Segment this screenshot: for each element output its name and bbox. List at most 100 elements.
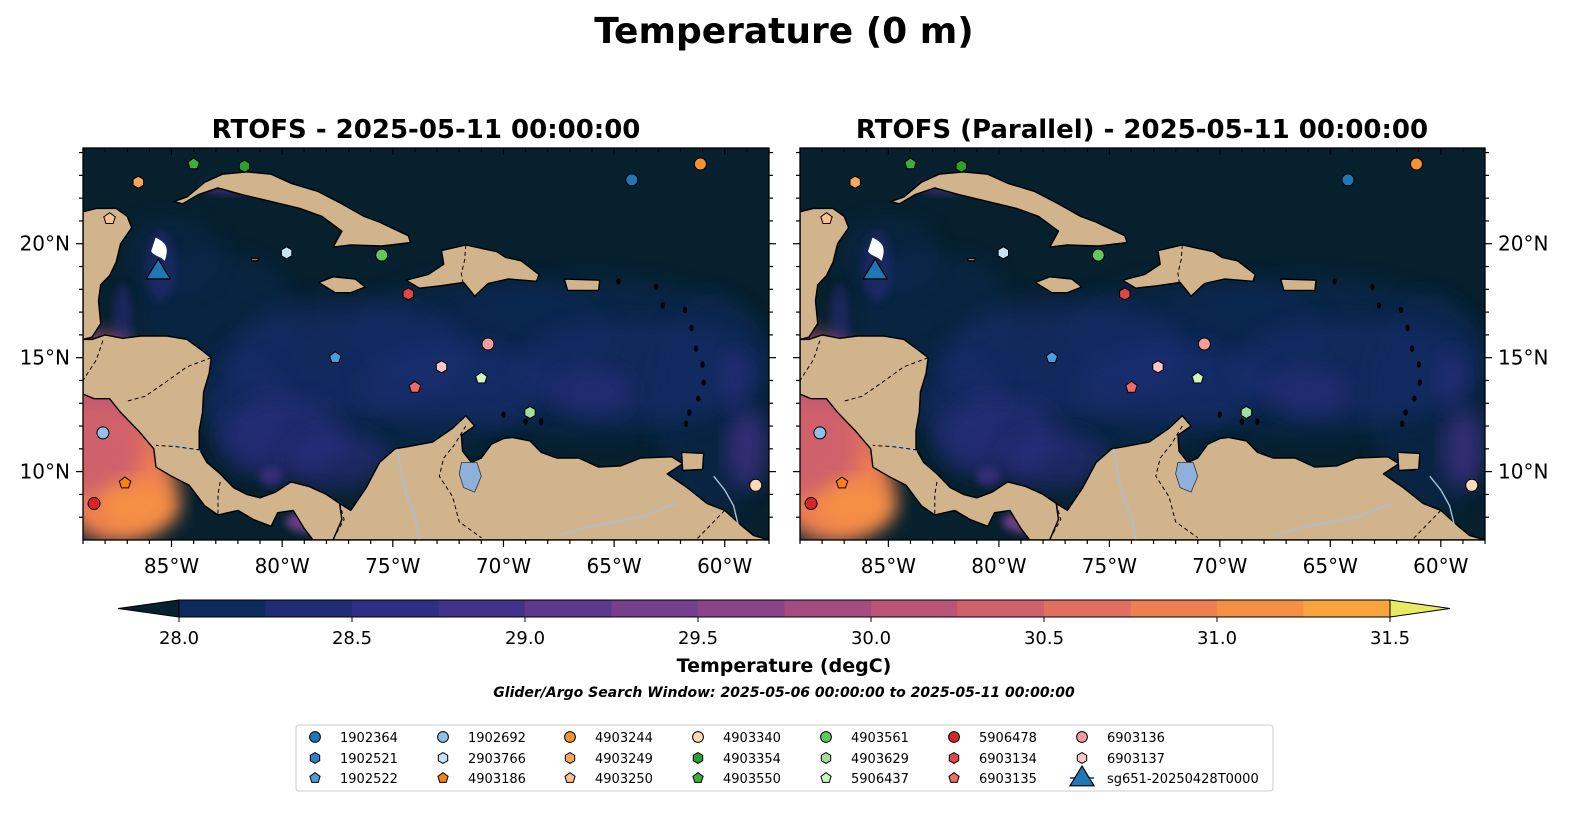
legend-label: 4903244 (595, 731, 653, 746)
legend-item-4903550: 4903550 (692, 771, 781, 787)
legend-item-6903134: 6903134 (948, 752, 1037, 767)
lon-tick-label: 80°W (255, 554, 310, 578)
lon-tick-label: 75°W (365, 554, 420, 578)
map-panel-rtofs-parallel (793, 147, 1492, 547)
colorbar-bin (265, 600, 353, 617)
legend-label: 1902364 (340, 731, 398, 746)
lon-tick-label: 65°W (1303, 554, 1358, 578)
float-marker-5906437 (1191, 371, 1204, 384)
lat-tick-label: 15°N (1498, 346, 1548, 370)
colorbar-bin (698, 600, 786, 617)
float-marker-5906478 (804, 497, 818, 511)
latitude-tick-labels: 20°N 20°N 15°N 15°N 10°N 10°N (20, 232, 1549, 484)
legend-label: 4903561 (851, 731, 909, 746)
colorbar-bin (957, 600, 1045, 617)
legend-marker (820, 752, 832, 764)
colorbar-bin (871, 600, 959, 617)
lon-tick-label: 85°W (144, 554, 199, 578)
legend-label: 5906437 (851, 772, 909, 787)
legend-item-4903249: 4903249 (564, 752, 653, 767)
legend-item-6903137: 6903137 (1076, 752, 1165, 767)
longitude-tick-labels: 85°W 80°W 75°W 70°W 65°W 60°W 85°W 80°W 75°W 70°W… (144, 554, 1469, 578)
lon-tick-label: 60°W (697, 554, 752, 578)
legend-marker (820, 731, 832, 743)
legend-item-2903766: 2903766 (437, 752, 526, 767)
float-marker-6903137 (1152, 360, 1164, 374)
float-marker-4903629 (1240, 405, 1253, 419)
float-marker-1902522 (329, 351, 342, 363)
land-cuba (173, 171, 412, 248)
float-marker-4903249 (132, 175, 144, 189)
legend-label: 1902692 (468, 731, 526, 746)
legend-label: 4903354 (723, 752, 781, 767)
legend-label: 4903249 (595, 752, 653, 767)
legend-marker (564, 771, 576, 783)
legend-label: 6903136 (1107, 731, 1165, 746)
colorbar-tick-label: 29.5 (678, 628, 718, 649)
legend-marker (692, 731, 704, 743)
legend-item-5906437: 5906437 (820, 771, 909, 787)
legend-glider-marker (1068, 764, 1096, 787)
float-marker-6903135 (408, 380, 422, 393)
float-marker-4903354 (955, 159, 967, 173)
land-trinidad (680, 451, 705, 472)
float-markers (804, 157, 1479, 511)
float-marker-4903244 (1410, 157, 1423, 171)
colorbar-bin (179, 600, 267, 617)
legend-frame (295, 724, 1274, 792)
land-puerto_rico (1279, 278, 1317, 292)
float-marker-4903561 (1091, 248, 1105, 262)
map-frame (82, 147, 770, 541)
legend-marker (564, 731, 576, 743)
lon-tick-label: 70°W (1192, 554, 1247, 578)
land-jamaica (1034, 276, 1083, 294)
float-marker-1902364 (1341, 173, 1355, 187)
colorbar-bin (1303, 600, 1391, 617)
land-yucatan (83, 207, 133, 341)
legend-marker (692, 752, 704, 764)
float-marker-5906437 (475, 371, 488, 384)
lon-tick-label: 75°W (1082, 554, 1137, 578)
legend-label: 2903766 (468, 752, 526, 767)
lon-tick-label: 60°W (1413, 554, 1468, 578)
colorbar-tick-label: 28.5 (332, 628, 372, 649)
legend-label: 6903135 (979, 772, 1037, 787)
float-marker-4903550 (187, 157, 200, 170)
legend-item-4903340: 4903340 (692, 731, 781, 746)
legend-item-4903186: 4903186 (437, 771, 526, 787)
float-legend: 1902364 1902521 1902522 1902692 2903766 49031… (295, 724, 1274, 792)
colorbar-tick-label: 28.0 (159, 628, 199, 649)
float-marker-4903186 (835, 476, 849, 489)
land-south_america (1049, 415, 1485, 540)
float-marker-6903137 (435, 360, 448, 374)
colorbar-bin (438, 600, 526, 617)
legend-marker (437, 771, 449, 783)
float-marker-sg651-20250428T0000 (862, 257, 889, 280)
float-marker-4903340 (749, 478, 763, 492)
colorbar-tick-label: 31.0 (1197, 628, 1237, 649)
land-puerto_rico (563, 278, 601, 292)
legend-item-4903244: 4903244 (564, 731, 653, 746)
colorbar-tick-label: 31.5 (1370, 628, 1410, 649)
legend-marker (1076, 752, 1088, 764)
legend-label: 4903550 (723, 772, 781, 787)
legend-label: 6903134 (979, 752, 1037, 767)
land-hispaniola (405, 244, 540, 297)
colorbar-bin (1130, 600, 1218, 617)
float-marker-1902522 (1045, 351, 1059, 363)
float-marker-4903186 (118, 476, 132, 489)
colorbar-extend-over (1389, 599, 1451, 618)
float-marker-6903136 (481, 337, 495, 351)
land-cayman (967, 257, 977, 262)
float-marker-4903340 (1465, 478, 1479, 492)
legend-marker (309, 752, 321, 764)
float-marker-6903134 (402, 287, 414, 301)
float-marker-sg651-20250428T0000 (145, 257, 172, 280)
lat-tick-label: 20°N (1498, 232, 1548, 256)
legend-label: 4903340 (723, 731, 781, 746)
float-marker-2903766 (997, 246, 1009, 260)
legend-marker (437, 731, 449, 743)
legend-label: 4903250 (595, 772, 653, 787)
float-marker-1902692 (813, 426, 827, 440)
